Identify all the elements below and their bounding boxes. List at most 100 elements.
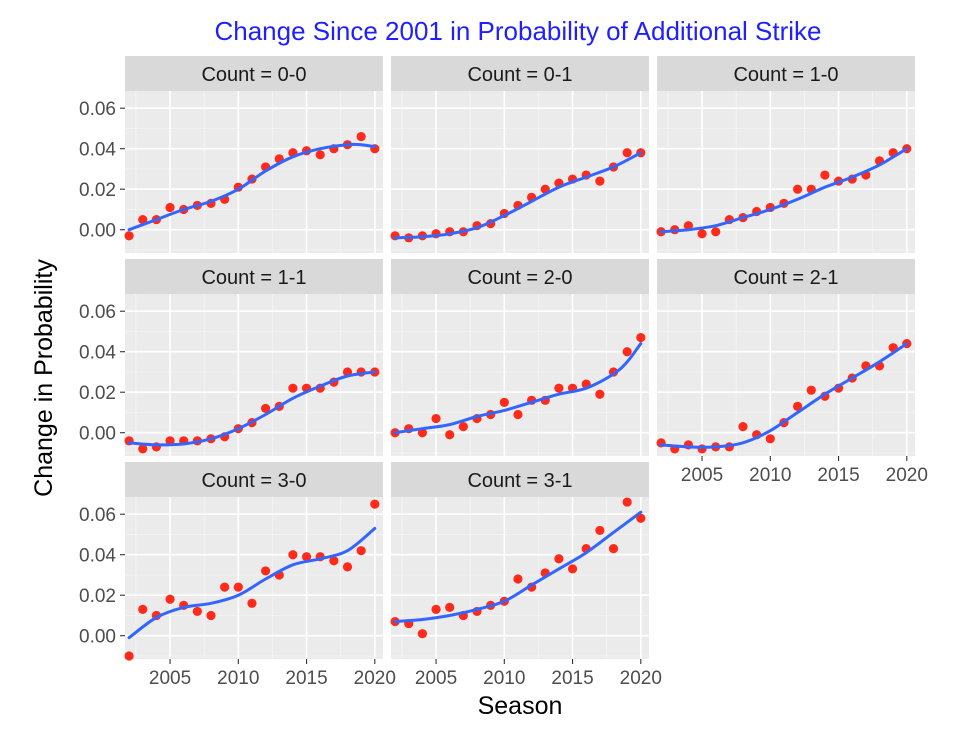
y-tick-label: 0.06 — [79, 302, 116, 323]
data-point — [636, 332, 646, 343]
data-point — [315, 150, 325, 160]
y-tick-label: 0.00 — [79, 221, 116, 242]
data-point — [138, 214, 148, 225]
smooth-line — [659, 147, 909, 234]
facet-panel-2-1: Count = 2-1 2005 2010 2015 2020 — [656, 259, 928, 486]
x-tick-label: 2020 — [620, 668, 662, 689]
facet-label: Count = 0-1 — [467, 64, 572, 86]
facet-panel-2-0: Count = 2-0 — [390, 259, 649, 456]
data-point — [431, 413, 441, 424]
data-point — [356, 131, 366, 142]
data-point — [806, 385, 816, 395]
data-point — [138, 444, 148, 454]
data-point — [138, 604, 148, 614]
facet-strip — [657, 56, 915, 91]
y-tick-label: 0.04 — [79, 546, 116, 567]
x-tick-label: 2005 — [415, 668, 457, 689]
facet-panel-3-0: Count = 3-0 0.00 0.02 0.04 0.06 2005 2010 2015 2… — [79, 462, 396, 689]
facet-strip — [391, 56, 649, 91]
x-tick-label: 2020 — [886, 465, 928, 486]
data-point — [567, 564, 578, 574]
y-tick-label: 0.02 — [79, 383, 116, 404]
y-tick-label: 0.00 — [79, 424, 116, 445]
y-tick-label: 0.06 — [79, 505, 116, 526]
chart-title: Change Since 2001 in Probability of Addi… — [214, 16, 821, 46]
data-point — [765, 434, 775, 444]
data-point — [124, 231, 134, 241]
data-point — [247, 598, 257, 608]
data-point — [417, 629, 427, 639]
y-tick-label: 0.00 — [79, 627, 116, 648]
facet-strip — [391, 259, 649, 294]
data-point — [738, 422, 748, 432]
panel-background — [125, 294, 383, 456]
facet-panel-3-1: Count = 3-1 2005 2010 2015 2020 — [390, 462, 662, 689]
x-tick-label: 2005 — [149, 668, 191, 689]
data-point — [329, 556, 339, 566]
smooth-line — [393, 151, 643, 240]
data-point — [206, 610, 216, 621]
data-point — [165, 594, 175, 604]
facet-label: Count = 3-0 — [201, 470, 306, 492]
facet-label: Count = 2-1 — [733, 267, 838, 289]
y-tick-label: 0.04 — [79, 140, 116, 161]
data-point — [595, 176, 605, 186]
x-axis-title: Season — [478, 692, 563, 720]
panel-background — [657, 294, 915, 456]
data-point — [370, 499, 380, 509]
facet-panels: Count = 0-0 0.00 0.02 0.04 0.06 Count = 0-1 Co… — [79, 56, 928, 689]
data-point — [622, 347, 632, 357]
data-point — [165, 202, 175, 213]
facet-label: Count = 1-1 — [201, 267, 306, 289]
data-point — [554, 554, 564, 564]
data-point — [793, 401, 803, 411]
data-point — [192, 606, 202, 617]
y-tick-label: 0.04 — [79, 343, 116, 364]
panel-background — [391, 294, 649, 456]
y-axis-title: Change in Probability — [30, 259, 58, 497]
facet-strip — [391, 462, 649, 497]
data-point — [793, 184, 803, 194]
data-point — [697, 229, 707, 239]
facet-strip — [125, 56, 383, 91]
facet-strip — [125, 462, 383, 497]
x-tick-label: 2020 — [354, 668, 396, 689]
facet-panel-1-0: Count = 1-0 — [656, 56, 915, 253]
facet-strip — [657, 259, 915, 294]
data-point — [622, 497, 632, 507]
facet-panel-0-1: Count = 0-1 — [390, 56, 649, 253]
panel-background — [125, 91, 383, 253]
facet-panel-0-0: Count = 0-0 0.00 0.02 0.04 0.06 — [79, 56, 383, 253]
x-tick-label: 2010 — [483, 668, 525, 689]
data-point — [261, 566, 271, 576]
smooth-line — [659, 342, 909, 449]
data-point — [595, 389, 605, 399]
data-point — [220, 582, 230, 592]
data-point — [233, 582, 243, 592]
data-point — [458, 422, 468, 432]
facet-label: Count = 0-0 — [201, 64, 306, 86]
data-point — [595, 525, 605, 536]
facet-label: Count = 1-0 — [733, 64, 838, 86]
data-point — [342, 562, 353, 572]
data-point — [445, 430, 455, 440]
x-tick-label: 2015 — [551, 668, 593, 689]
data-point — [124, 651, 134, 661]
smooth-line — [127, 370, 377, 447]
facet-strip — [125, 259, 383, 294]
data-point — [261, 403, 271, 414]
panel-background — [657, 91, 915, 253]
x-tick-label: 2010 — [749, 465, 791, 486]
smooth-line — [127, 526, 377, 640]
data-point — [513, 574, 523, 584]
facet-panel-1-1: Count = 1-1 0.00 0.02 0.04 0.06 — [79, 259, 383, 456]
data-point — [608, 544, 619, 554]
data-point — [431, 604, 441, 614]
data-point — [288, 550, 298, 560]
smooth-line — [127, 142, 377, 232]
data-point — [513, 409, 523, 420]
y-tick-label: 0.02 — [79, 586, 116, 607]
y-tick-label: 0.06 — [79, 99, 116, 120]
data-point — [499, 397, 509, 407]
